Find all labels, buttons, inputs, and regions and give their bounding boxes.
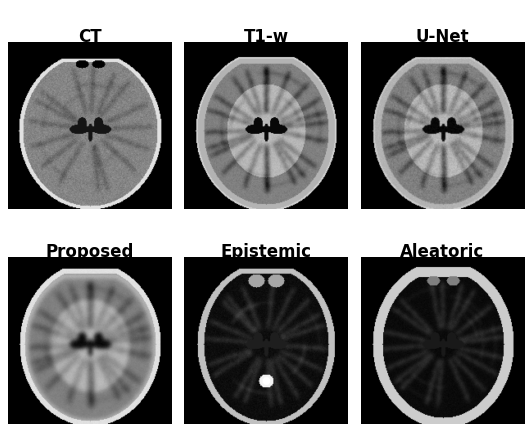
- Text: T1-w: T1-w: [244, 28, 288, 46]
- Text: Proposed: Proposed: [45, 243, 134, 261]
- Text: CT: CT: [78, 28, 102, 46]
- Text: Aleatoric: Aleatoric: [400, 243, 485, 261]
- Text: Epistemic: Epistemic: [220, 243, 312, 261]
- Text: U-Net: U-Net: [415, 28, 469, 46]
